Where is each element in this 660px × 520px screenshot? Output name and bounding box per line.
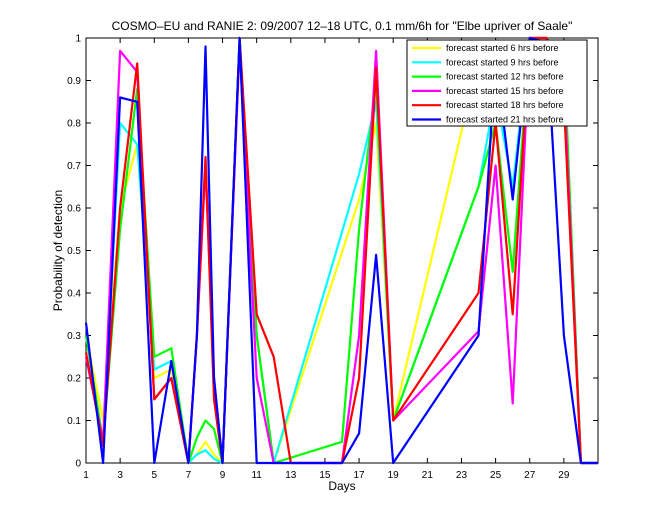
legend-label: forecast started 15 hrs before <box>446 86 564 96</box>
legend-box <box>406 39 588 127</box>
x-tick-label: 15 <box>319 470 331 481</box>
series-line-5 <box>84 36 598 465</box>
y-tick-label: 0.2 <box>67 374 81 385</box>
chart-title: COSMO–EU and RANIE 2: 09/2007 12–18 UTC,… <box>112 19 573 33</box>
x-tick-label: 21 <box>422 470 434 481</box>
legend-label: forecast started 21 hrs before <box>446 115 564 125</box>
x-tick-label: 17 <box>354 470 366 481</box>
y-tick-label: 0.4 <box>67 289 81 300</box>
y-tick-label: 0.6 <box>67 204 81 215</box>
legend-label: forecast started 18 hrs before <box>446 100 564 110</box>
x-tick-label: 7 <box>186 470 192 481</box>
y-axis-title: Probability of detection <box>51 190 65 311</box>
x-tick-label: 1 <box>83 470 89 481</box>
x-axis-title: Days <box>328 479 355 493</box>
x-tick-label: 23 <box>456 470 468 481</box>
x-tick-label: 25 <box>490 470 502 481</box>
x-tick-label: 19 <box>388 470 400 481</box>
x-tick-label: 27 <box>524 470 536 481</box>
y-tick-label: 1 <box>75 34 81 45</box>
x-tick-label: 5 <box>151 470 157 481</box>
y-tick-label: 0.5 <box>67 246 81 257</box>
y-tick-label: 0.9 <box>67 76 81 87</box>
legend-label: forecast started 6 hrs before <box>446 43 559 53</box>
legend: forecast started 6 hrs before forecast st… <box>406 39 588 127</box>
legend-label: forecast started 12 hrs before <box>446 72 564 82</box>
y-tick-label: 0.8 <box>67 119 81 130</box>
legend-label: forecast started 9 hrs before <box>446 57 559 67</box>
x-tick-label: 29 <box>558 470 570 481</box>
x-tick-label: 3 <box>117 470 123 481</box>
y-tick-label: 0.7 <box>67 161 81 172</box>
y-tick-label: 0.1 <box>67 416 81 427</box>
x-tick-label: 9 <box>220 470 226 481</box>
y-tick-label: 0.3 <box>67 331 81 342</box>
x-tick-label: 13 <box>285 470 297 481</box>
x-tick-label: 11 <box>251 470 262 481</box>
y-tick-label: 0 <box>75 459 81 470</box>
